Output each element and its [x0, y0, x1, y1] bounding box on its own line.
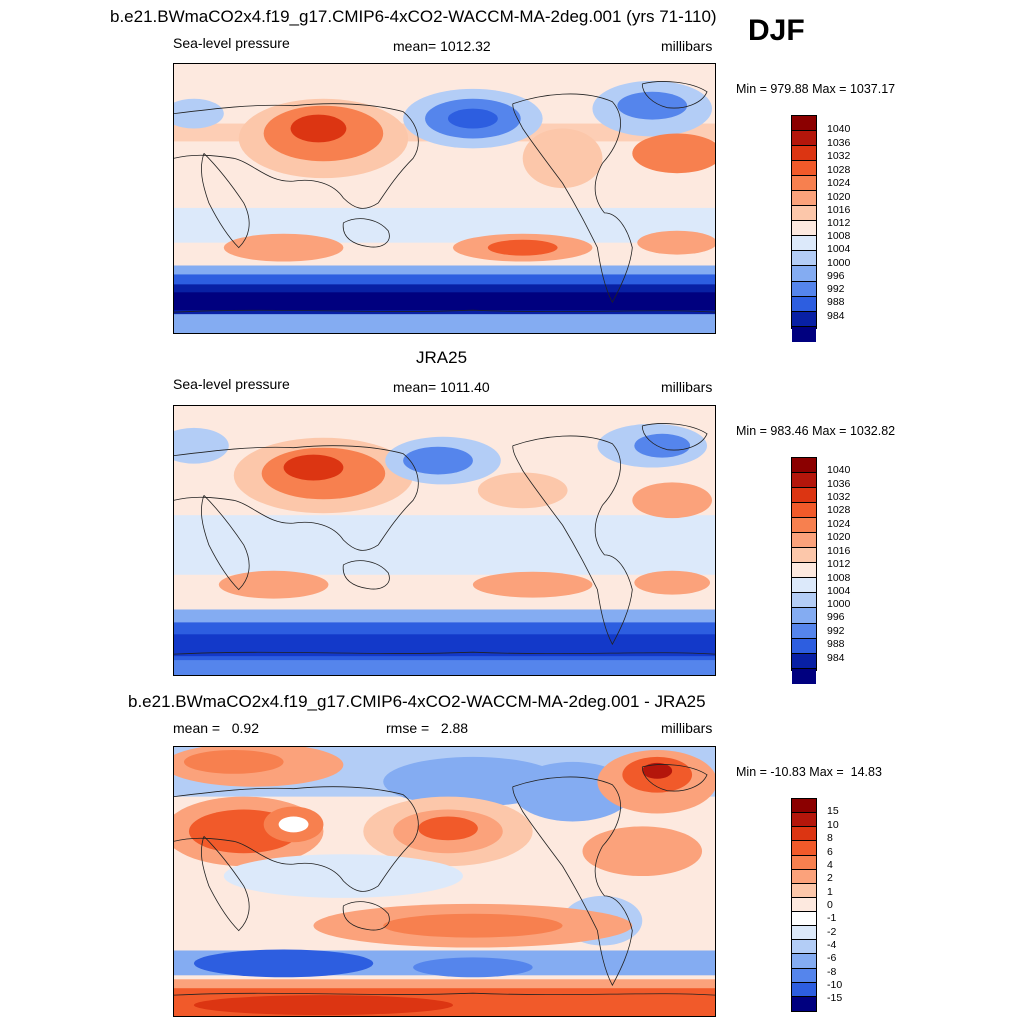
- colorbar-tick: 1012: [827, 558, 851, 570]
- colorbar-tick: 996: [827, 270, 845, 282]
- map-panel-obs: [173, 405, 716, 676]
- coastlines: [174, 764, 715, 996]
- slp-difference-map: [174, 747, 715, 1016]
- variable-label: Sea-level pressure: [173, 376, 290, 392]
- colorbar-tick: -6: [827, 952, 837, 964]
- colorbar: [791, 798, 817, 1012]
- colorbar-tick: 996: [827, 611, 845, 623]
- colorbar-tick: -8: [827, 966, 837, 978]
- slp-map: [174, 406, 715, 675]
- colorbar-tick: 1036: [827, 478, 851, 490]
- colorbar-tick: 15: [827, 805, 839, 817]
- units-label: millibars: [661, 38, 713, 54]
- colorbar-tick: 1040: [827, 123, 851, 135]
- colorbar-tick: 988: [827, 638, 845, 650]
- minmax-label: Min = 979.88 Max = 1037.17: [736, 82, 896, 96]
- map-panel-diff: [173, 746, 716, 1017]
- units-label: millibars: [661, 379, 713, 395]
- colorbar-tick: 992: [827, 625, 845, 637]
- colorbar-tick: 1028: [827, 504, 851, 516]
- colorbar-tick: 1000: [827, 257, 851, 269]
- colorbar-tick: 1004: [827, 585, 851, 597]
- colorbar-tick: 1028: [827, 164, 851, 176]
- colorbar-tick: 984: [827, 652, 845, 664]
- mean-label: mean= 1011.40: [393, 379, 490, 395]
- colorbar-tick: 1032: [827, 491, 851, 503]
- colorbar-tick: 0: [827, 899, 833, 911]
- colorbar-tick: 1016: [827, 545, 851, 557]
- colorbar-tick: 1: [827, 886, 833, 898]
- colorbar-tick: 1024: [827, 518, 851, 530]
- colorbar-tick: 8: [827, 832, 833, 844]
- colorbar-tick: 1020: [827, 531, 851, 543]
- map-panel-model: [173, 63, 716, 334]
- colorbar-tick: 2: [827, 872, 833, 884]
- minmax-label: Min = -10.83 Max = 14.83: [736, 765, 882, 779]
- colorbar-tick: 992: [827, 283, 845, 295]
- mean-label: mean = 0.92: [173, 720, 260, 736]
- colorbar: [791, 457, 817, 685]
- colorbar-tick: 4: [827, 859, 833, 871]
- colorbar-tick: -4: [827, 939, 837, 951]
- mean-label: mean= 1012.32: [393, 38, 491, 54]
- colorbar-tick: 984: [827, 310, 845, 322]
- minmax-label: Min = 983.46 Max = 1032.82: [736, 424, 896, 438]
- colorbar-tick: 1036: [827, 137, 851, 149]
- colorbar-tick: 1032: [827, 150, 851, 162]
- colorbar-tick: 1016: [827, 204, 851, 216]
- colorbar-tick: 1004: [827, 243, 851, 255]
- colorbar-tick: 1000: [827, 598, 851, 610]
- colorbar: [791, 115, 817, 343]
- coastlines: [174, 423, 715, 655]
- colorbar-tick: 1020: [827, 191, 851, 203]
- colorbar-tick: 10: [827, 819, 839, 831]
- colorbar-tick: 1024: [827, 177, 851, 189]
- colorbar-tick: 1008: [827, 230, 851, 242]
- colorbar-tick: 988: [827, 296, 845, 308]
- panel-title: b.e21.BWmaCO2x4.f19_g17.CMIP6-4xCO2-WACC…: [128, 692, 706, 711]
- colorbar-tick: -2: [827, 926, 837, 938]
- colorbar-tick: 1040: [827, 464, 851, 476]
- season-label: DJF: [748, 14, 805, 47]
- units-label: millibars: [661, 720, 713, 736]
- slp-map: [174, 64, 715, 333]
- colorbar-tick: -15: [827, 992, 843, 1004]
- colorbar-tick: -10: [827, 979, 843, 991]
- variable-label: Sea-level pressure: [173, 35, 290, 51]
- colorbar-tick: 6: [827, 846, 833, 858]
- panel-title: JRA25: [416, 348, 468, 367]
- colorbar-tick: 1008: [827, 572, 851, 584]
- colorbar-tick: 1012: [827, 217, 851, 229]
- panel-title: b.e21.BWmaCO2x4.f19_g17.CMIP6-4xCO2-WACC…: [110, 7, 717, 26]
- rmse-label: rmse = 2.88: [386, 720, 469, 736]
- colorbar-tick: -1: [827, 912, 837, 924]
- coastlines: [174, 81, 715, 313]
